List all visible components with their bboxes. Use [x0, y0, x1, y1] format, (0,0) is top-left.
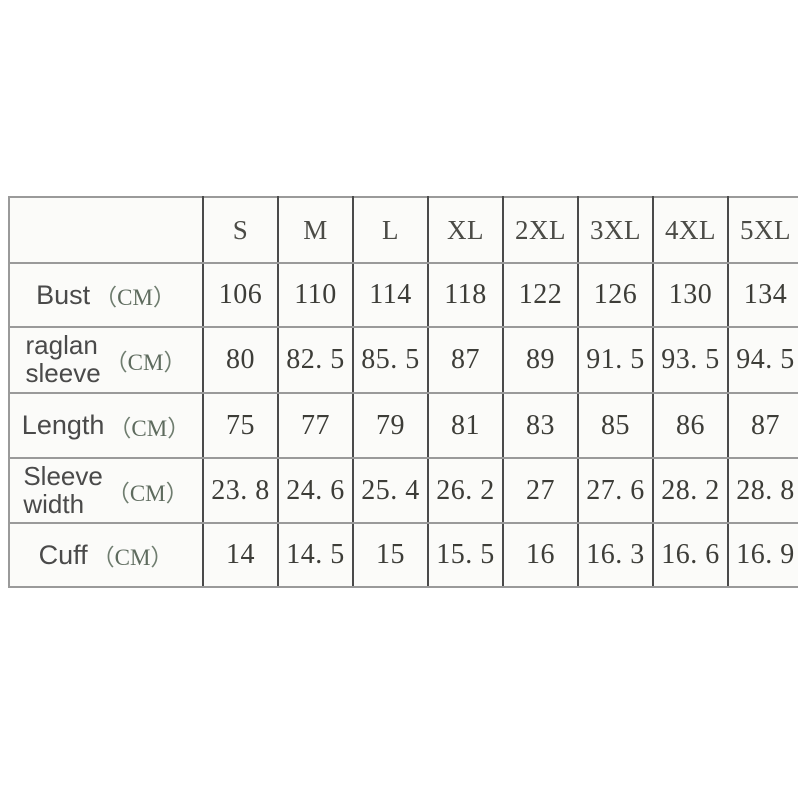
- header-cell-m: M: [278, 196, 354, 264]
- row-label-bust-text: Bust: [36, 279, 91, 310]
- row-label-raglan-sleeve-text: raglan sleeve: [25, 330, 101, 388]
- cell-length-m: 77: [278, 392, 354, 459]
- cell-bust-l: 114: [353, 262, 429, 328]
- cell-sleevewidth-l: 25. 4: [353, 457, 429, 524]
- row-label-length: Length （CM）: [8, 392, 204, 459]
- row-label-length-text: Length: [21, 410, 105, 441]
- table-row-raglan-sleeve: raglan sleeve （CM） 80 82. 5 85. 5 87 89 9…: [8, 326, 798, 394]
- row-label-cuff: Cuff （CM）: [8, 522, 204, 588]
- header-cell-s: S: [203, 196, 279, 264]
- header-cell-4xl: 4XL: [653, 196, 729, 264]
- header-corner-cell: [8, 196, 204, 264]
- cell-sleevewidth-s: 23. 8: [203, 457, 279, 524]
- size-label-xl: XL: [447, 214, 484, 245]
- cell-cuff-l: 15: [353, 522, 429, 588]
- header-cell-xl: XL: [428, 196, 504, 264]
- cell-cuff-s: 14: [203, 522, 279, 588]
- header-cell-5xl: 5XL: [728, 196, 798, 264]
- size-label-m: M: [303, 214, 328, 245]
- cell-sleevewidth-xl: 26. 2: [428, 457, 504, 524]
- size-chart-table: S M L XL 2XL 3XL 4XL 5XL: [8, 196, 798, 588]
- cell-length-5xl: 87: [728, 392, 798, 459]
- cell-sleevewidth-m: 24. 6: [278, 457, 354, 524]
- row-unit-length: （CM）: [108, 415, 191, 441]
- row-unit-bust: （CM）: [94, 285, 176, 310]
- cell-raglan-2xl: 89: [503, 326, 579, 394]
- cell-cuff-2xl: 16: [503, 522, 579, 588]
- row-unit-sleeve-width: （CM）: [106, 480, 189, 506]
- table-row-cuff: Cuff （CM） 14 14. 5 15 15. 5 16 16. 3 16.…: [8, 522, 798, 588]
- cell-length-xl: 81: [428, 392, 504, 459]
- table-row-length: Length （CM） 75 77 79 81 83 85 86 87: [8, 392, 798, 459]
- size-label-3xl: 3XL: [590, 214, 641, 245]
- cell-cuff-3xl: 16. 3: [578, 522, 654, 588]
- cell-bust-s: 106: [203, 262, 279, 328]
- size-label-2xl: 2XL: [515, 214, 566, 245]
- row-unit-cuff: （CM）: [91, 545, 174, 570]
- size-label-4xl: 4XL: [665, 214, 716, 245]
- cell-cuff-m: 14. 5: [278, 522, 354, 588]
- cell-bust-3xl: 126: [578, 262, 654, 328]
- cell-bust-5xl: 134: [728, 262, 798, 328]
- table-header-row: S M L XL 2XL 3XL 4XL 5XL: [8, 196, 798, 264]
- cell-length-3xl: 85: [578, 392, 654, 459]
- cell-raglan-5xl: 94. 5: [728, 326, 798, 394]
- cell-cuff-xl: 15. 5: [428, 522, 504, 588]
- cell-bust-m: 110: [278, 262, 354, 328]
- cell-bust-2xl: 122: [503, 262, 579, 328]
- cell-raglan-m: 82. 5: [278, 326, 354, 394]
- cell-raglan-4xl: 93. 5: [653, 326, 729, 394]
- row-unit-raglan-sleeve: （CM）: [104, 350, 187, 375]
- size-label-s: S: [232, 214, 249, 245]
- cell-raglan-xl: 87: [428, 326, 504, 394]
- header-cell-3xl: 3XL: [578, 196, 654, 264]
- header-cell-2xl: 2XL: [503, 196, 579, 264]
- cell-raglan-l: 85. 5: [353, 326, 429, 394]
- table-row-bust: Bust （CM） 106 110 114 118 122 126 130 13…: [8, 262, 798, 328]
- cell-length-2xl: 83: [503, 392, 579, 459]
- row-label-bust: Bust （CM）: [8, 262, 204, 328]
- cell-cuff-5xl: 16. 9: [728, 522, 798, 588]
- cell-length-4xl: 86: [653, 392, 729, 459]
- size-label-l: L: [382, 214, 399, 245]
- cell-sleevewidth-2xl: 27: [503, 457, 579, 524]
- cell-bust-4xl: 130: [653, 262, 729, 328]
- header-cell-l: L: [353, 196, 429, 264]
- cell-raglan-3xl: 91. 5: [578, 326, 654, 394]
- cell-cuff-4xl: 16. 6: [653, 522, 729, 588]
- row-label-sleeve-width: Sleeve width （CM）: [8, 457, 204, 524]
- cell-sleevewidth-3xl: 27. 6: [578, 457, 654, 524]
- table-row-sleeve-width: Sleeve width （CM） 23. 8 24. 6 25. 4 26. 2…: [8, 457, 798, 524]
- row-label-sleeve-width-text: Sleeve width: [23, 460, 103, 519]
- cell-sleevewidth-5xl: 28. 8: [728, 457, 798, 524]
- row-label-raglan-sleeve: raglan sleeve （CM）: [8, 326, 204, 394]
- cell-raglan-s: 80: [203, 326, 279, 394]
- cell-bust-xl: 118: [428, 262, 504, 328]
- cell-length-s: 75: [203, 392, 279, 459]
- cell-length-l: 79: [353, 392, 429, 459]
- cell-sleevewidth-4xl: 28. 2: [653, 457, 729, 524]
- row-label-cuff-text: Cuff: [38, 539, 88, 570]
- size-label-5xl: 5XL: [740, 214, 791, 245]
